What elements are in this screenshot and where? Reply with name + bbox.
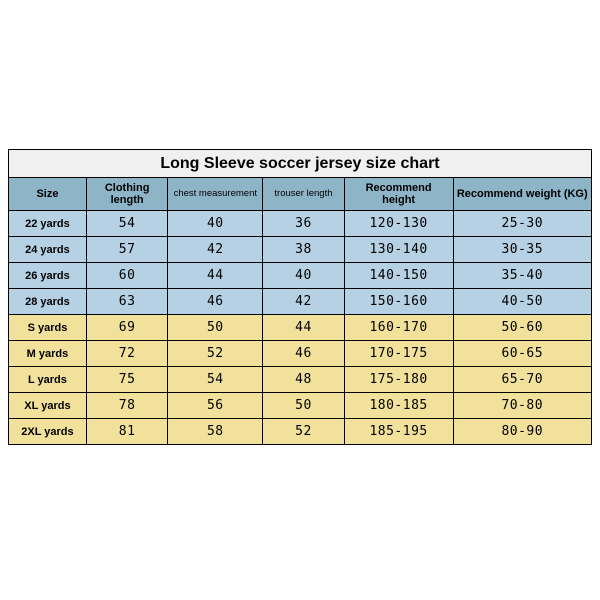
table-row: XL yards785650180-18570-80 <box>9 393 591 419</box>
cell-rw: 60-65 <box>453 341 591 367</box>
cell-cl: 69 <box>86 315 167 341</box>
col-rh: Recommendheight <box>344 178 453 211</box>
table-row: 28 yards634642150-16040-50 <box>9 289 591 315</box>
cell-tl: 50 <box>263 393 344 419</box>
cell-size: 22 yards <box>9 211 86 237</box>
cell-cl: 60 <box>86 263 167 289</box>
size-table: SizeClothinglengthchest measurementtrous… <box>9 178 591 445</box>
cell-cl: 63 <box>86 289 167 315</box>
cell-rw: 25-30 <box>453 211 591 237</box>
cell-tl: 38 <box>263 237 344 263</box>
table-row: 26 yards604440140-15035-40 <box>9 263 591 289</box>
cell-cl: 72 <box>86 341 167 367</box>
cell-rh: 160-170 <box>344 315 453 341</box>
cell-cl: 78 <box>86 393 167 419</box>
col-cm: chest measurement <box>168 178 263 211</box>
size-chart: Long Sleeve soccer jersey size chart Siz… <box>8 149 592 445</box>
col-tl: trouser length <box>263 178 344 211</box>
cell-cm: 52 <box>168 341 263 367</box>
cell-rw: 70-80 <box>453 393 591 419</box>
cell-rh: 175-180 <box>344 367 453 393</box>
table-row: 2XL yards815852185-19580-90 <box>9 419 591 445</box>
cell-cl: 75 <box>86 367 167 393</box>
cell-size: 24 yards <box>9 237 86 263</box>
table-row: M yards725246170-17560-65 <box>9 341 591 367</box>
cell-size: 2XL yards <box>9 419 86 445</box>
cell-tl: 42 <box>263 289 344 315</box>
cell-rw: 35-40 <box>453 263 591 289</box>
cell-rh: 185-195 <box>344 419 453 445</box>
cell-tl: 44 <box>263 315 344 341</box>
cell-size: S yards <box>9 315 86 341</box>
cell-rh: 130-140 <box>344 237 453 263</box>
cell-cm: 44 <box>168 263 263 289</box>
cell-cm: 58 <box>168 419 263 445</box>
cell-rh: 180-185 <box>344 393 453 419</box>
cell-size: M yards <box>9 341 86 367</box>
cell-tl: 40 <box>263 263 344 289</box>
cell-size: 28 yards <box>9 289 86 315</box>
cell-cm: 54 <box>168 367 263 393</box>
cell-rh: 120-130 <box>344 211 453 237</box>
cell-cm: 40 <box>168 211 263 237</box>
cell-rh: 170-175 <box>344 341 453 367</box>
cell-size: L yards <box>9 367 86 393</box>
cell-tl: 36 <box>263 211 344 237</box>
cell-rw: 50-60 <box>453 315 591 341</box>
chart-title: Long Sleeve soccer jersey size chart <box>9 150 591 178</box>
col-rw: Recommend weight (KG) <box>453 178 591 211</box>
cell-size: 26 yards <box>9 263 86 289</box>
cell-tl: 48 <box>263 367 344 393</box>
cell-cm: 50 <box>168 315 263 341</box>
cell-cl: 81 <box>86 419 167 445</box>
cell-size: XL yards <box>9 393 86 419</box>
header-row: SizeClothinglengthchest measurementtrous… <box>9 178 591 211</box>
cell-rw: 30-35 <box>453 237 591 263</box>
table-row: S yards695044160-17050-60 <box>9 315 591 341</box>
table-row: 22 yards544036120-13025-30 <box>9 211 591 237</box>
cell-cm: 56 <box>168 393 263 419</box>
cell-cm: 42 <box>168 237 263 263</box>
col-size: Size <box>9 178 86 211</box>
cell-rh: 150-160 <box>344 289 453 315</box>
col-cl: Clothinglength <box>86 178 167 211</box>
cell-rw: 40-50 <box>453 289 591 315</box>
cell-cl: 54 <box>86 211 167 237</box>
cell-tl: 52 <box>263 419 344 445</box>
cell-rw: 80-90 <box>453 419 591 445</box>
table-row: L yards755448175-18065-70 <box>9 367 591 393</box>
cell-cm: 46 <box>168 289 263 315</box>
table-row: 24 yards574238130-14030-35 <box>9 237 591 263</box>
cell-tl: 46 <box>263 341 344 367</box>
cell-rw: 65-70 <box>453 367 591 393</box>
cell-cl: 57 <box>86 237 167 263</box>
cell-rh: 140-150 <box>344 263 453 289</box>
